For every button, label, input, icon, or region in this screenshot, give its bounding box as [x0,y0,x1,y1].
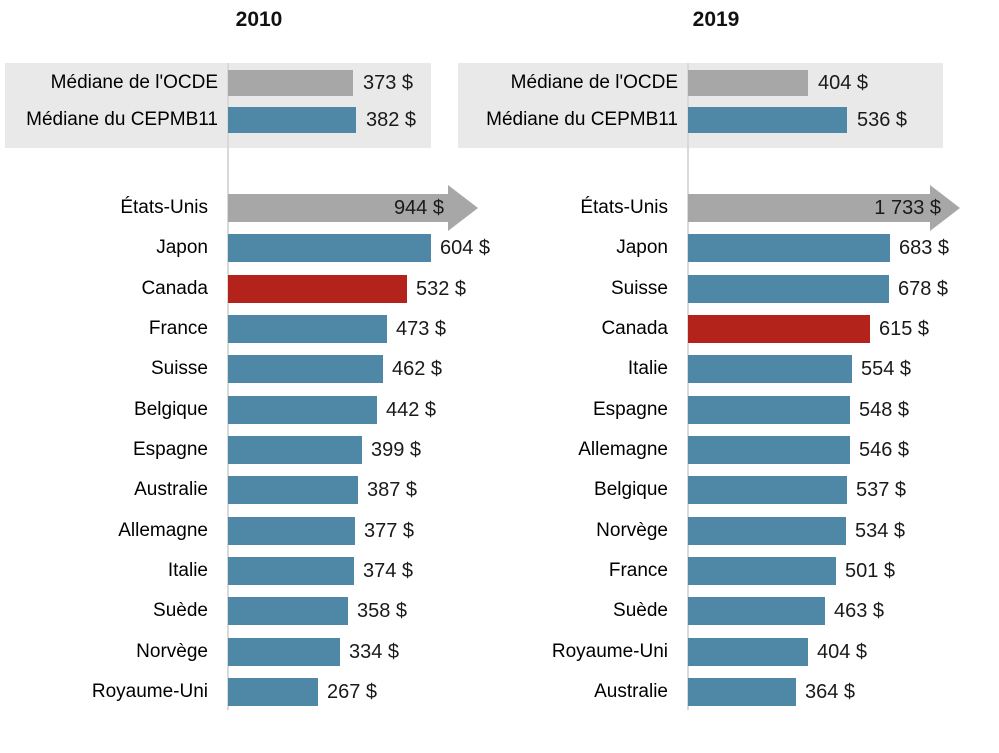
legend-bar [688,107,847,133]
legend-value: 536 $ [857,109,908,131]
country-label: France [608,560,668,581]
country-label: Allemagne [578,439,668,460]
country-label: Allemagne [118,520,208,541]
country-label: Suisse [610,278,668,299]
legend-bar [688,70,808,96]
country-value: 501 $ [845,560,896,582]
country-bar [688,315,870,343]
country-bar [688,638,808,666]
country-value: 462 $ [392,358,443,380]
country-bar [228,436,362,464]
panel-title-2010: 2010 [235,8,283,31]
country-value: 678 $ [898,278,949,300]
country-value: 615 $ [879,318,930,340]
country-bar [688,476,847,504]
country-bar [228,517,355,545]
country-value: 473 $ [396,318,447,340]
axis-line [227,63,229,710]
us-arrow-body [228,194,448,222]
country-value: 532 $ [416,278,467,300]
country-value: 334 $ [349,641,400,663]
country-bar [228,557,354,585]
country-label: France [148,318,208,339]
country-bar [688,234,890,262]
country-bar [228,476,358,504]
legend-row-label: Médiane du CEPMB11 [26,109,218,130]
country-label: Espagne [132,439,208,460]
country-label: Japon [156,237,208,258]
country-value: 534 $ [855,520,906,542]
country-bar [688,517,846,545]
legend-row-label: Médiane du CEPMB11 [486,109,678,130]
country-bar [688,597,825,625]
us-arrow-value: 944 $ [393,197,444,219]
country-value: 683 $ [899,237,950,259]
country-bar [228,678,318,706]
country-value: 267 $ [327,681,378,703]
country-bar [228,275,407,303]
country-label: Canada [141,278,208,299]
country-bar [688,678,796,706]
axis-line [687,63,689,710]
country-bar [228,355,383,383]
country-label: Suède [153,600,208,621]
legend-bar [228,107,356,133]
country-label: Royaume-Uni [551,641,668,662]
country-value: 387 $ [367,479,418,501]
country-bar [688,396,850,424]
country-bar [688,436,850,464]
country-bar [688,557,836,585]
country-label: Belgique [594,479,668,500]
country-bar [228,315,387,343]
country-bar [228,638,340,666]
country-value: 548 $ [859,399,910,421]
legend-bar [228,70,353,96]
country-value: 604 $ [440,237,491,259]
country-bar [228,396,377,424]
country-label: Australie [594,681,668,702]
us-arrow-head [930,185,960,231]
country-bar [688,275,889,303]
legend-row-label: Médiane de l'OCDE [50,72,218,93]
country-bar [688,355,852,383]
country-label: Belgique [134,399,208,420]
country-value: 554 $ [861,358,912,380]
legend-value: 404 $ [818,72,869,94]
country-label: Suisse [150,358,208,379]
median-legend-box [5,63,431,148]
country-label: Italie [627,358,668,379]
country-value: 537 $ [856,479,907,501]
country-label: Canada [601,318,668,339]
country-label: Norvège [136,641,208,662]
legend-value: 382 $ [366,109,417,131]
country-value: 377 $ [364,520,415,542]
country-value: 442 $ [386,399,437,421]
country-label: Japon [616,237,668,258]
country-value: 358 $ [357,600,408,622]
country-value: 364 $ [805,681,856,703]
country-label: Norvège [596,520,668,541]
country-bar [228,597,348,625]
country-value: 463 $ [834,600,885,622]
us-arrow-head [448,185,478,231]
country-label: États-Unis [580,197,668,218]
country-value: 546 $ [859,439,910,461]
country-label: États-Unis [120,197,208,218]
legend-row-label: Médiane de l'OCDE [510,72,678,93]
us-arrow-body [688,194,930,222]
country-bar [228,234,431,262]
country-value: 399 $ [371,439,422,461]
country-label: Italie [167,560,208,581]
country-value: 374 $ [363,560,414,582]
panel-title-2019: 2019 [692,8,740,31]
country-label: Suède [613,600,668,621]
country-label: Australie [134,479,208,500]
us-arrow-value: 1 733 $ [874,197,941,219]
country-label: Royaume-Uni [91,681,208,702]
country-label: Espagne [592,399,668,420]
country-value: 404 $ [817,641,868,663]
legend-value: 373 $ [363,72,414,94]
